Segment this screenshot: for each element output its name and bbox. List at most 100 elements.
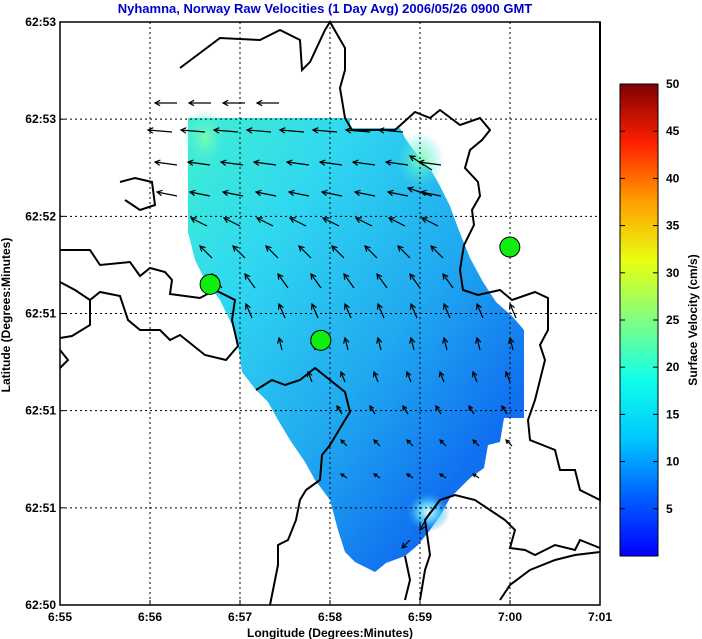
velocity-arrow xyxy=(306,370,313,383)
velocity-arrow xyxy=(189,217,208,227)
velocity-arrow xyxy=(438,473,447,479)
velocity-arrow xyxy=(254,189,277,197)
velocity-arrow xyxy=(343,302,352,319)
colorbar-tick-label: 45 xyxy=(666,124,680,138)
velocity-arrow xyxy=(471,370,478,383)
colorbar-tick-label: 25 xyxy=(666,313,680,327)
velocity-arrow xyxy=(409,336,416,351)
velocity-arrow xyxy=(277,302,286,319)
velocity-arrow xyxy=(298,245,312,259)
velocity-arrow xyxy=(219,159,244,166)
radar-site-marker xyxy=(310,329,332,351)
velocity-arrow xyxy=(419,511,431,532)
velocity-arrow xyxy=(376,302,385,319)
velocity-arrow xyxy=(310,272,322,289)
velocity-arrow xyxy=(339,473,348,479)
y-tick-label: 62:50 xyxy=(25,598,56,612)
velocity-arrow xyxy=(508,302,517,319)
velocity-arrow xyxy=(221,189,244,197)
radar-sites xyxy=(199,236,521,351)
x-tick-label: 6:56 xyxy=(138,610,162,624)
velocity-arrow xyxy=(287,189,310,197)
velocity-arrow xyxy=(277,336,284,351)
velocity-arrow xyxy=(285,159,310,166)
velocity-arrow xyxy=(232,245,246,259)
velocity-arrow xyxy=(343,272,355,289)
velocity-arrow xyxy=(372,473,381,479)
velocity-arrow xyxy=(311,127,338,134)
velocity-arrow xyxy=(146,127,173,134)
velocity-arrow xyxy=(409,272,421,289)
y-tick-label: 62:51 xyxy=(25,501,56,515)
velocity-arrow xyxy=(354,217,373,227)
velocity-arrow xyxy=(384,159,409,166)
colorbar-gradient xyxy=(619,83,659,557)
velocity-arrow xyxy=(353,189,376,197)
velocity-arrow xyxy=(179,127,206,134)
velocity-arrow xyxy=(186,159,211,166)
velocity-arrow xyxy=(406,439,414,447)
y-axis-ticks: 62:50 62:51 62:51 62:51 62:52 62:53 62:53 xyxy=(25,15,65,612)
y-tick-label: 62:51 xyxy=(25,404,56,418)
velocity-arrow xyxy=(255,217,274,227)
y-tick-label: 62:51 xyxy=(25,307,56,321)
colorbar-tick-label: 15 xyxy=(666,407,680,421)
velocity-arrow xyxy=(222,217,241,227)
radar-site-marker xyxy=(499,236,521,258)
velocity-arrow xyxy=(318,159,343,166)
velocity-arrow xyxy=(401,539,411,549)
velocity-arrow xyxy=(278,127,305,134)
x-axis-label: Longitude (Degrees:Minutes) xyxy=(247,626,413,639)
velocity-arrow xyxy=(501,404,508,415)
x-axis-ticks: 6:55 6:56 6:57 6:58 6:59 7:00 7:01 xyxy=(48,600,612,624)
velocity-arrow xyxy=(504,370,511,383)
velocity-arrow xyxy=(153,159,178,166)
velocity-arrow xyxy=(505,439,513,447)
colorbar-tick-label: 10 xyxy=(666,455,680,469)
velocity-arrow xyxy=(438,370,445,383)
velocity-arrow xyxy=(277,272,289,289)
velocity-arrow xyxy=(199,245,213,259)
velocity-arrow xyxy=(310,302,319,319)
y-tick-label: 62:53 xyxy=(25,112,56,126)
velocity-arrow xyxy=(430,245,444,259)
velocity-arrow xyxy=(402,404,409,415)
velocity-arrow xyxy=(153,99,177,107)
velocity-arrow xyxy=(468,404,475,415)
chart-title: Nyhamna, Norway Raw Velocities (1 Day Av… xyxy=(118,1,533,16)
x-tick-label: 6:55 xyxy=(48,610,72,624)
velocity-arrow xyxy=(408,155,433,171)
x-tick-label: 6:57 xyxy=(228,610,252,624)
velocity-arrow xyxy=(377,127,404,134)
velocity-arrow xyxy=(435,404,442,415)
velocity-vectors xyxy=(146,99,517,549)
x-tick-label: 6:58 xyxy=(318,610,342,624)
velocity-arrow xyxy=(442,272,454,289)
velocity-arrow xyxy=(212,127,239,134)
x-tick-label: 6:59 xyxy=(408,610,432,624)
velocity-arrow xyxy=(339,370,346,383)
velocity-arrow xyxy=(252,159,277,166)
velocity-arrow xyxy=(340,439,348,447)
velocity-arrow xyxy=(442,336,449,351)
velocity-arrow xyxy=(376,272,388,289)
grid xyxy=(60,22,600,605)
velocity-arrow xyxy=(244,302,253,319)
velocity-arrow xyxy=(376,336,383,351)
x-tick-label: 7:00 xyxy=(498,610,522,624)
velocity-arrow xyxy=(397,245,411,259)
velocity-arrow xyxy=(439,439,447,447)
velocity-arrow xyxy=(364,245,378,259)
velocity-arrow xyxy=(255,99,279,107)
y-axis-label: Latitude (Degrees:Minutes) xyxy=(0,238,13,393)
velocity-arrow xyxy=(472,439,480,447)
velocity-arrow xyxy=(320,189,343,197)
velocity-arrow xyxy=(373,439,381,447)
velocity-arrow xyxy=(475,302,484,319)
colorbar-ticks: 5 10 15 20 25 30 35 40 45 50 xyxy=(620,77,680,516)
radar-site-marker xyxy=(199,273,221,295)
velocity-arrow xyxy=(372,370,379,383)
x-tick-label: 7:01 xyxy=(588,610,612,624)
velocity-arrow xyxy=(471,473,480,479)
